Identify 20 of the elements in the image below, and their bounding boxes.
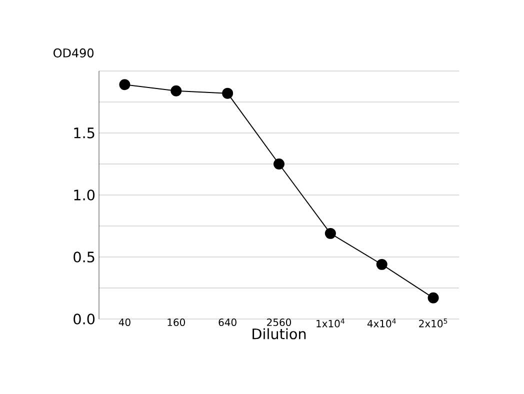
- point: [428, 292, 439, 304]
- point: [222, 88, 234, 99]
- x-tick-label: 4x10$^{4}$: [367, 318, 396, 328]
- x-tick-label: 160: [168, 318, 185, 326]
- x-tick-label: 640: [218, 318, 236, 326]
- y-tick-label: 0.5: [74, 252, 94, 262]
- x-tick-label: 1x10$^{4}$: [316, 318, 344, 328]
- y-tick-label: 1.0: [74, 190, 95, 200]
- y-tick-label: 0.0: [74, 314, 95, 324]
- y-tick-label: 1.5: [74, 128, 94, 138]
- x-tick-label: 2560: [267, 318, 292, 326]
- x-tick-label: 40: [118, 318, 130, 326]
- point: [119, 79, 130, 90]
- point: [274, 158, 284, 170]
- x-tick-label: 2x10$^{5}$: [419, 318, 448, 328]
- point: [376, 258, 388, 270]
- x-axis-title: Dilution: [252, 328, 306, 340]
- point: [170, 85, 182, 96]
- point: [324, 228, 336, 239]
- y-axis-title: OD490: [54, 48, 94, 58]
